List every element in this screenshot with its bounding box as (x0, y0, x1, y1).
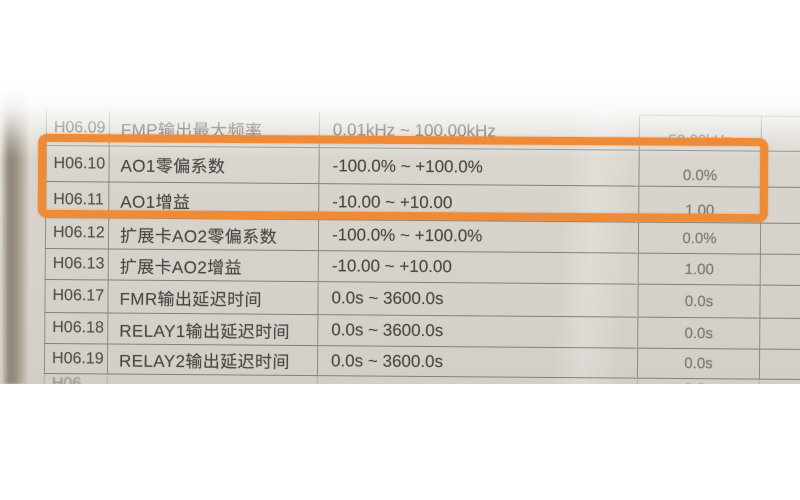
param-extra (759, 349, 800, 381)
param-name (107, 374, 318, 384)
param-extra (760, 254, 800, 287)
param-code: H06.18 (44, 312, 109, 345)
param-name: RELAY1输出延迟时间 (108, 313, 319, 347)
param-name: FMR输出延迟时间 (108, 280, 319, 316)
param-code: H06 (43, 373, 108, 384)
param-range: 0.0s ~ 3600.0s (318, 282, 639, 318)
param-range: -100.0% ~ +100.0% (318, 220, 640, 254)
param-extra (759, 379, 800, 384)
param-range: 0.0s ~ 3600.0s (317, 346, 639, 379)
param-name: RELAY2输出延迟时间 (107, 344, 319, 377)
param-default: 0.0s (637, 348, 761, 380)
param-range: -10.00 ~ +10.00 (318, 251, 639, 285)
param-default: 0.0s (638, 284, 761, 319)
param-extra (760, 318, 800, 351)
param-default: 0.0% (638, 222, 762, 255)
param-range: 0.0s ~ 3600.0s (318, 315, 639, 349)
param-name: 扩展卡AO2增益 (108, 249, 319, 283)
param-name: 扩展卡AO2零偏系数 (108, 218, 320, 252)
param-code: H06.19 (43, 343, 109, 375)
highlight-box (37, 133, 769, 223)
param-code: H06.13 (44, 248, 109, 281)
param-code: H06.17 (44, 279, 109, 314)
book-page-edge (2, 58, 29, 384)
param-default: 1.00 (638, 253, 761, 286)
param-code: H06.12 (44, 217, 110, 250)
manual-page-photo: H06.09 FMP输出最大频率 0.01kHz ~ 100.00kHz 50.… (0, 6, 800, 384)
param-extra (760, 223, 800, 256)
param-extra (760, 285, 800, 320)
param-range (317, 376, 638, 384)
param-default: 0.0s (637, 378, 760, 384)
param-default: 0.0s (638, 317, 761, 350)
